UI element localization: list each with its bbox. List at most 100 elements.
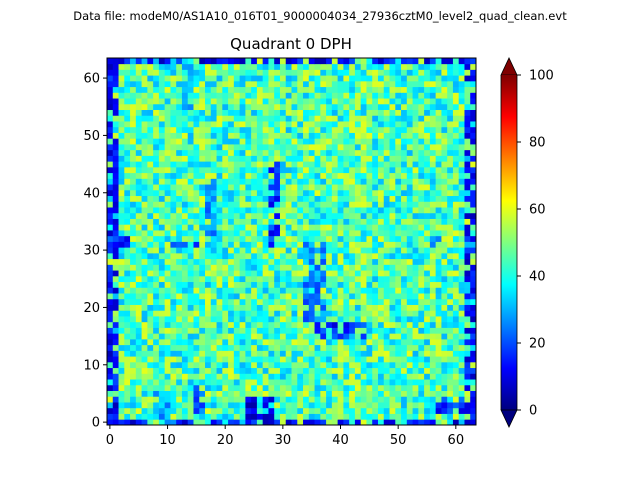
- heatmap-cell: [205, 384, 212, 391]
- heatmap-cell: [297, 98, 304, 105]
- heatmap-cell: [193, 224, 200, 231]
- heatmap-cell: [343, 235, 350, 242]
- heatmap-cell: [429, 230, 437, 237]
- heatmap-cell: [245, 258, 252, 265]
- heatmap-cell: [303, 270, 310, 277]
- heatmap-cell: [147, 241, 154, 248]
- heatmap-cell: [233, 373, 241, 380]
- heatmap-cell: [262, 258, 269, 265]
- heatmap-cell: [418, 126, 425, 133]
- heatmap-cell: [447, 149, 454, 156]
- heatmap-cell: [268, 247, 275, 254]
- heatmap-cell: [395, 344, 402, 351]
- heatmap-cell: [285, 195, 292, 202]
- heatmap-cell: [354, 247, 362, 254]
- heatmap-cell: [291, 264, 298, 271]
- heatmap-cell: [395, 247, 402, 254]
- heatmap-cell: [458, 98, 465, 105]
- heatmap-cell: [337, 138, 344, 145]
- heatmap-cell: [429, 293, 437, 300]
- heatmap-cell: [135, 138, 142, 145]
- heatmap-cell: [141, 344, 148, 351]
- heatmap-cell: [429, 80, 437, 88]
- heatmap-cell: [124, 379, 131, 386]
- heatmap-cell: [412, 275, 419, 283]
- heatmap-cell: [216, 69, 223, 76]
- heatmap-cell: [458, 178, 465, 185]
- heatmap-cell: [377, 264, 385, 271]
- heatmap-cell: [337, 275, 344, 283]
- heatmap-cell: [112, 361, 119, 369]
- heatmap-cell: [193, 69, 200, 76]
- heatmap-cell: [406, 121, 413, 128]
- heatmap-cell: [447, 161, 454, 168]
- heatmap-cell: [135, 155, 142, 162]
- heatmap-cell: [153, 327, 160, 334]
- heatmap-cell: [279, 327, 287, 334]
- heatmap-cell: [112, 195, 119, 202]
- heatmap-cell: [216, 402, 223, 409]
- heatmap-cell: [366, 172, 373, 179]
- heatmap-cell: [239, 367, 246, 374]
- heatmap-cell: [331, 212, 339, 219]
- heatmap-cell: [228, 121, 235, 128]
- heatmap-cell: [366, 201, 373, 208]
- heatmap-cell: [360, 92, 367, 99]
- heatmap-cell: [245, 172, 252, 179]
- heatmap-cell: [164, 333, 171, 340]
- heatmap-cell: [279, 184, 287, 191]
- heatmap-cell: [377, 103, 385, 111]
- heatmap-cell: [285, 63, 292, 70]
- heatmap-cell: [251, 413, 258, 420]
- heatmap-cell: [164, 384, 171, 391]
- heatmap-cell: [130, 287, 137, 294]
- heatmap-cell: [141, 241, 148, 248]
- heatmap-cell: [447, 338, 454, 346]
- heatmap-cell: [331, 86, 339, 93]
- heatmap-cell: [366, 402, 373, 409]
- heatmap-cell: [389, 132, 396, 139]
- heatmap-cell: [153, 356, 160, 363]
- heatmap-cell: [297, 218, 304, 225]
- heatmap-cell: [199, 121, 206, 128]
- heatmap-cell: [291, 218, 298, 225]
- heatmap-cell: [118, 316, 125, 323]
- heatmap-cell: [210, 333, 217, 340]
- heatmap-cell: [216, 149, 223, 156]
- heatmap-cell: [239, 207, 246, 214]
- heatmap-cell: [349, 252, 356, 260]
- heatmap-cell: [395, 115, 402, 122]
- heatmap-cell: [354, 92, 362, 99]
- heatmap-cell: [354, 75, 362, 82]
- heatmap-cell: [153, 63, 160, 70]
- heatmap-cell: [464, 63, 471, 70]
- heatmap-cell: [274, 338, 281, 346]
- heatmap-cell: [349, 327, 356, 334]
- heatmap-cell: [418, 356, 425, 363]
- heatmap-cell: [349, 86, 356, 93]
- heatmap-cell: [452, 396, 460, 403]
- heatmap-cell: [447, 184, 454, 191]
- heatmap-cell: [170, 115, 177, 122]
- heatmap-cell: [435, 310, 442, 317]
- heatmap-cell: [441, 361, 448, 369]
- heatmap-cell: [464, 402, 471, 409]
- heatmap-cell: [452, 252, 460, 260]
- heatmap-cell: [360, 275, 367, 283]
- heatmap-cell: [112, 373, 119, 380]
- heatmap-cell: [377, 281, 385, 288]
- heatmap-cell: [297, 212, 304, 219]
- heatmap-cell: [216, 316, 223, 323]
- heatmap-cell: [303, 178, 310, 185]
- heatmap-cell: [233, 310, 241, 317]
- heatmap-cell: [326, 270, 333, 277]
- heatmap-cell: [354, 419, 362, 426]
- heatmap-cell: [337, 144, 344, 151]
- heatmap-cell: [435, 103, 442, 111]
- heatmap-cell: [176, 103, 183, 111]
- heatmap-cell: [326, 321, 333, 328]
- heatmap-cell: [107, 138, 114, 145]
- heatmap-cell: [164, 241, 171, 248]
- heatmap-cell: [366, 264, 373, 271]
